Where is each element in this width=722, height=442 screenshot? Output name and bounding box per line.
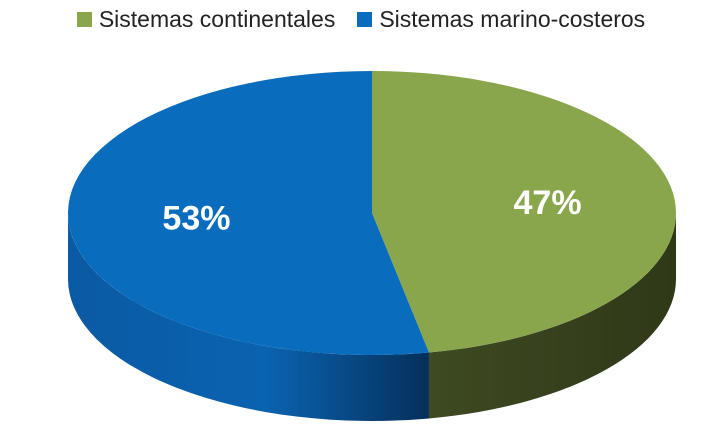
chart-legend: Sistemas continentales Sistemas marino-c…: [0, 6, 722, 33]
pie-side-0: [428, 213, 676, 419]
pie-side-1: [68, 213, 429, 421]
pie-slice-1: [68, 71, 429, 355]
legend-swatch-continentales: [76, 12, 92, 27]
pie-slice-label-0: 47%: [514, 184, 582, 222]
pie-slice-0: [372, 71, 677, 353]
pie-labels: 47% 53%: [162, 184, 581, 238]
pie-sides: [68, 213, 676, 421]
legend-label-continentales: Sistemas continentales: [98, 6, 336, 32]
pie-tops: [68, 71, 677, 355]
legend-swatch-marino-costeros: [357, 12, 373, 27]
pie-slice-label-1: 53%: [162, 200, 230, 238]
legend-label-marino-costeros: Sistemas marino-costeros: [379, 6, 646, 32]
legend-entry-continentales: Sistemas continentales: [76, 6, 336, 33]
legend-entry-marino-costeros: Sistemas marino-costeros: [357, 6, 645, 33]
